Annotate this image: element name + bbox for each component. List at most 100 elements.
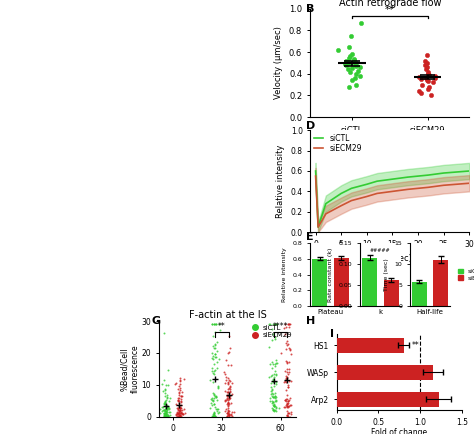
Point	[341, 60, 349, 67]
Point	[160, 412, 167, 419]
Point	[176, 376, 183, 383]
Point	[164, 381, 172, 388]
Point	[269, 398, 276, 405]
Point	[174, 398, 182, 404]
Point	[174, 404, 182, 411]
Point	[209, 378, 217, 385]
Point	[225, 394, 233, 401]
Point	[177, 409, 184, 416]
Point	[178, 392, 185, 399]
Point	[210, 411, 218, 418]
Point	[163, 401, 171, 408]
Point	[265, 373, 273, 380]
Point	[423, 64, 430, 71]
Point	[206, 376, 214, 383]
Point	[177, 393, 184, 400]
Point	[178, 404, 185, 411]
Point	[160, 409, 168, 416]
Point	[163, 408, 170, 415]
Point	[267, 379, 275, 386]
Title: F-actin at the IS: F-actin at the IS	[189, 310, 266, 320]
Point	[350, 56, 358, 63]
Point	[167, 408, 174, 415]
Point	[163, 412, 171, 419]
Point	[175, 391, 183, 398]
Point	[226, 411, 233, 418]
Point	[166, 395, 174, 401]
Point	[272, 402, 279, 409]
Point	[224, 386, 232, 393]
Point	[214, 385, 221, 391]
Point	[270, 401, 278, 408]
Bar	[337, 365, 433, 380]
Point	[431, 75, 438, 82]
Point	[348, 65, 356, 72]
Point	[424, 70, 432, 77]
X-axis label: Fold of change
(siECM29/siCTL): Fold of change (siECM29/siCTL)	[369, 428, 430, 434]
Point	[173, 380, 180, 387]
Point	[174, 412, 182, 419]
Point	[227, 344, 234, 351]
Point	[158, 403, 166, 410]
Point	[175, 412, 182, 419]
Point	[161, 407, 169, 414]
Point	[228, 362, 235, 368]
Point	[216, 326, 224, 333]
Point	[175, 403, 183, 410]
Point	[285, 340, 292, 347]
Point	[352, 75, 359, 82]
Point	[429, 79, 437, 86]
Point	[164, 412, 172, 419]
Point	[213, 359, 220, 366]
Point	[283, 404, 291, 411]
Point	[213, 408, 221, 414]
Point	[207, 395, 215, 402]
Point	[177, 409, 185, 416]
Point	[213, 339, 221, 345]
Point	[161, 407, 169, 414]
Point	[354, 67, 362, 74]
Point	[225, 407, 232, 414]
Point	[162, 408, 169, 414]
Point	[285, 345, 292, 352]
Point	[283, 375, 290, 382]
Point	[352, 81, 360, 88]
Point	[174, 386, 182, 393]
Point	[272, 371, 279, 378]
Point	[224, 396, 232, 403]
Point	[225, 391, 233, 398]
Point	[283, 391, 291, 398]
Point	[225, 408, 233, 415]
Y-axis label: Time (sec): Time (sec)	[384, 258, 389, 291]
Point	[162, 392, 169, 399]
Point	[282, 395, 290, 402]
Point	[228, 379, 236, 386]
Point	[267, 388, 275, 395]
Point	[223, 413, 231, 420]
Point	[176, 398, 183, 404]
Bar	[362, 258, 377, 306]
Point	[226, 384, 233, 391]
Point	[213, 405, 221, 412]
Point	[210, 361, 218, 368]
Point	[175, 383, 182, 390]
Bar	[334, 258, 349, 306]
Point	[283, 402, 291, 409]
Point	[209, 412, 216, 419]
Text: ****: ****	[273, 322, 288, 331]
Point	[222, 377, 230, 384]
Point	[225, 381, 232, 388]
Point	[156, 405, 164, 412]
Point	[421, 62, 429, 69]
Point	[283, 358, 291, 365]
Point	[176, 377, 184, 384]
Point	[227, 411, 234, 418]
Point	[267, 321, 274, 328]
Point	[224, 350, 232, 357]
Point	[210, 401, 218, 408]
Point	[284, 371, 292, 378]
Point	[416, 74, 423, 81]
Point	[225, 400, 232, 407]
Point	[421, 57, 428, 64]
Point	[269, 337, 276, 344]
